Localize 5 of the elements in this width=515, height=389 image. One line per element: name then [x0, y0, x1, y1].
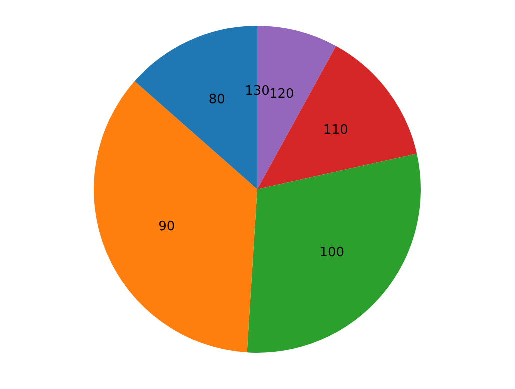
slice-label: 110 — [324, 122, 348, 138]
slice-label: 90 — [158, 219, 176, 234]
slice-label: 80 — [208, 92, 226, 108]
slice-label: 120 — [269, 86, 294, 102]
slice-label: 100 — [320, 246, 345, 261]
